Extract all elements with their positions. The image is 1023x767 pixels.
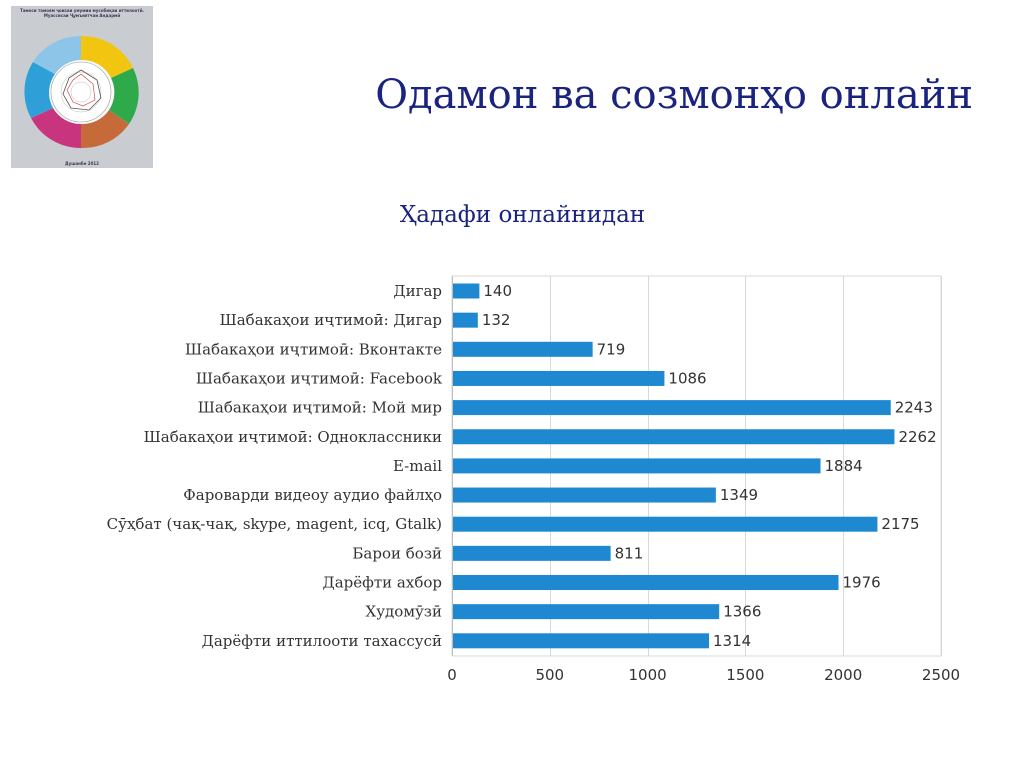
data-label: 1314 (713, 632, 751, 650)
data-label: 811 (615, 544, 644, 562)
logo-caption-bottom: Душанбе 2012 (65, 161, 99, 166)
bar (452, 487, 716, 503)
data-label: 1976 (843, 574, 881, 592)
bar (452, 516, 878, 532)
x-tick-label: 1500 (726, 666, 764, 684)
slide-title: Одамон ва созмонҳо онлайн (375, 72, 973, 118)
category-label: Шабакаҳои иҷтимоӣ: Facebook (196, 369, 443, 387)
category-label: Шабакаҳои иҷтимоӣ: Мой мир (198, 399, 442, 417)
logo-caption-top: Тамоси тамоям ҷоизаи умумии мусобиқаи ит… (19, 8, 145, 18)
category-label: Шабакаҳои иҷтимоӣ: Одноклассники (144, 428, 442, 446)
category-label: Шабакаҳои иҷтимоӣ: Вконтакте (185, 340, 442, 358)
x-tick-label: 500 (535, 666, 564, 684)
bar (452, 283, 480, 299)
data-label: 719 (597, 340, 626, 358)
data-label: 2175 (881, 515, 919, 533)
data-label: 1349 (720, 486, 758, 504)
data-label: 2243 (895, 399, 933, 417)
x-tick-label: 2500 (922, 666, 960, 684)
category-label: Фароварди видеоу аудио файлҳо (183, 486, 442, 504)
category-label: Дигар (393, 282, 442, 300)
bar (452, 400, 891, 416)
logo-cycle-icon (24, 35, 139, 149)
category-label: Сӯҳбат (чақ-чақ, skype, magent, icq, Gta… (107, 515, 442, 533)
data-label: 1884 (825, 457, 863, 475)
x-tick-label: 2000 (824, 666, 862, 684)
bar (452, 575, 839, 590)
category-label: Дарёфти ахбор (323, 574, 443, 592)
x-tick-label: 0 (447, 666, 457, 684)
bar (452, 370, 665, 386)
data-label: 1086 (668, 369, 706, 387)
bar (452, 633, 710, 649)
data-label: 1366 (723, 603, 761, 621)
bar (452, 312, 478, 328)
category-label: Барои бозӣ (352, 544, 442, 562)
data-label: 2262 (898, 428, 936, 446)
category-label: Худомӯзӣ (366, 603, 442, 621)
chart-title: Ҳадафи онлайнидан (399, 202, 646, 228)
data-label: 140 (483, 282, 512, 300)
bar (452, 458, 821, 474)
category-label: Дарёфти иттилооти тахассусӣ (202, 632, 442, 650)
bar (452, 429, 895, 445)
logo: Тамоси тамоям ҷоизаи умумии мусобиқаи ит… (11, 6, 153, 168)
x-tick-label: 1000 (629, 666, 667, 684)
category-label: E-mail (393, 457, 442, 475)
bar (452, 545, 611, 561)
bar (452, 341, 593, 357)
category-label: Шабакаҳои иҷтимоӣ: Дигар (220, 311, 442, 329)
data-label: 132 (482, 311, 511, 329)
bar (452, 604, 720, 620)
